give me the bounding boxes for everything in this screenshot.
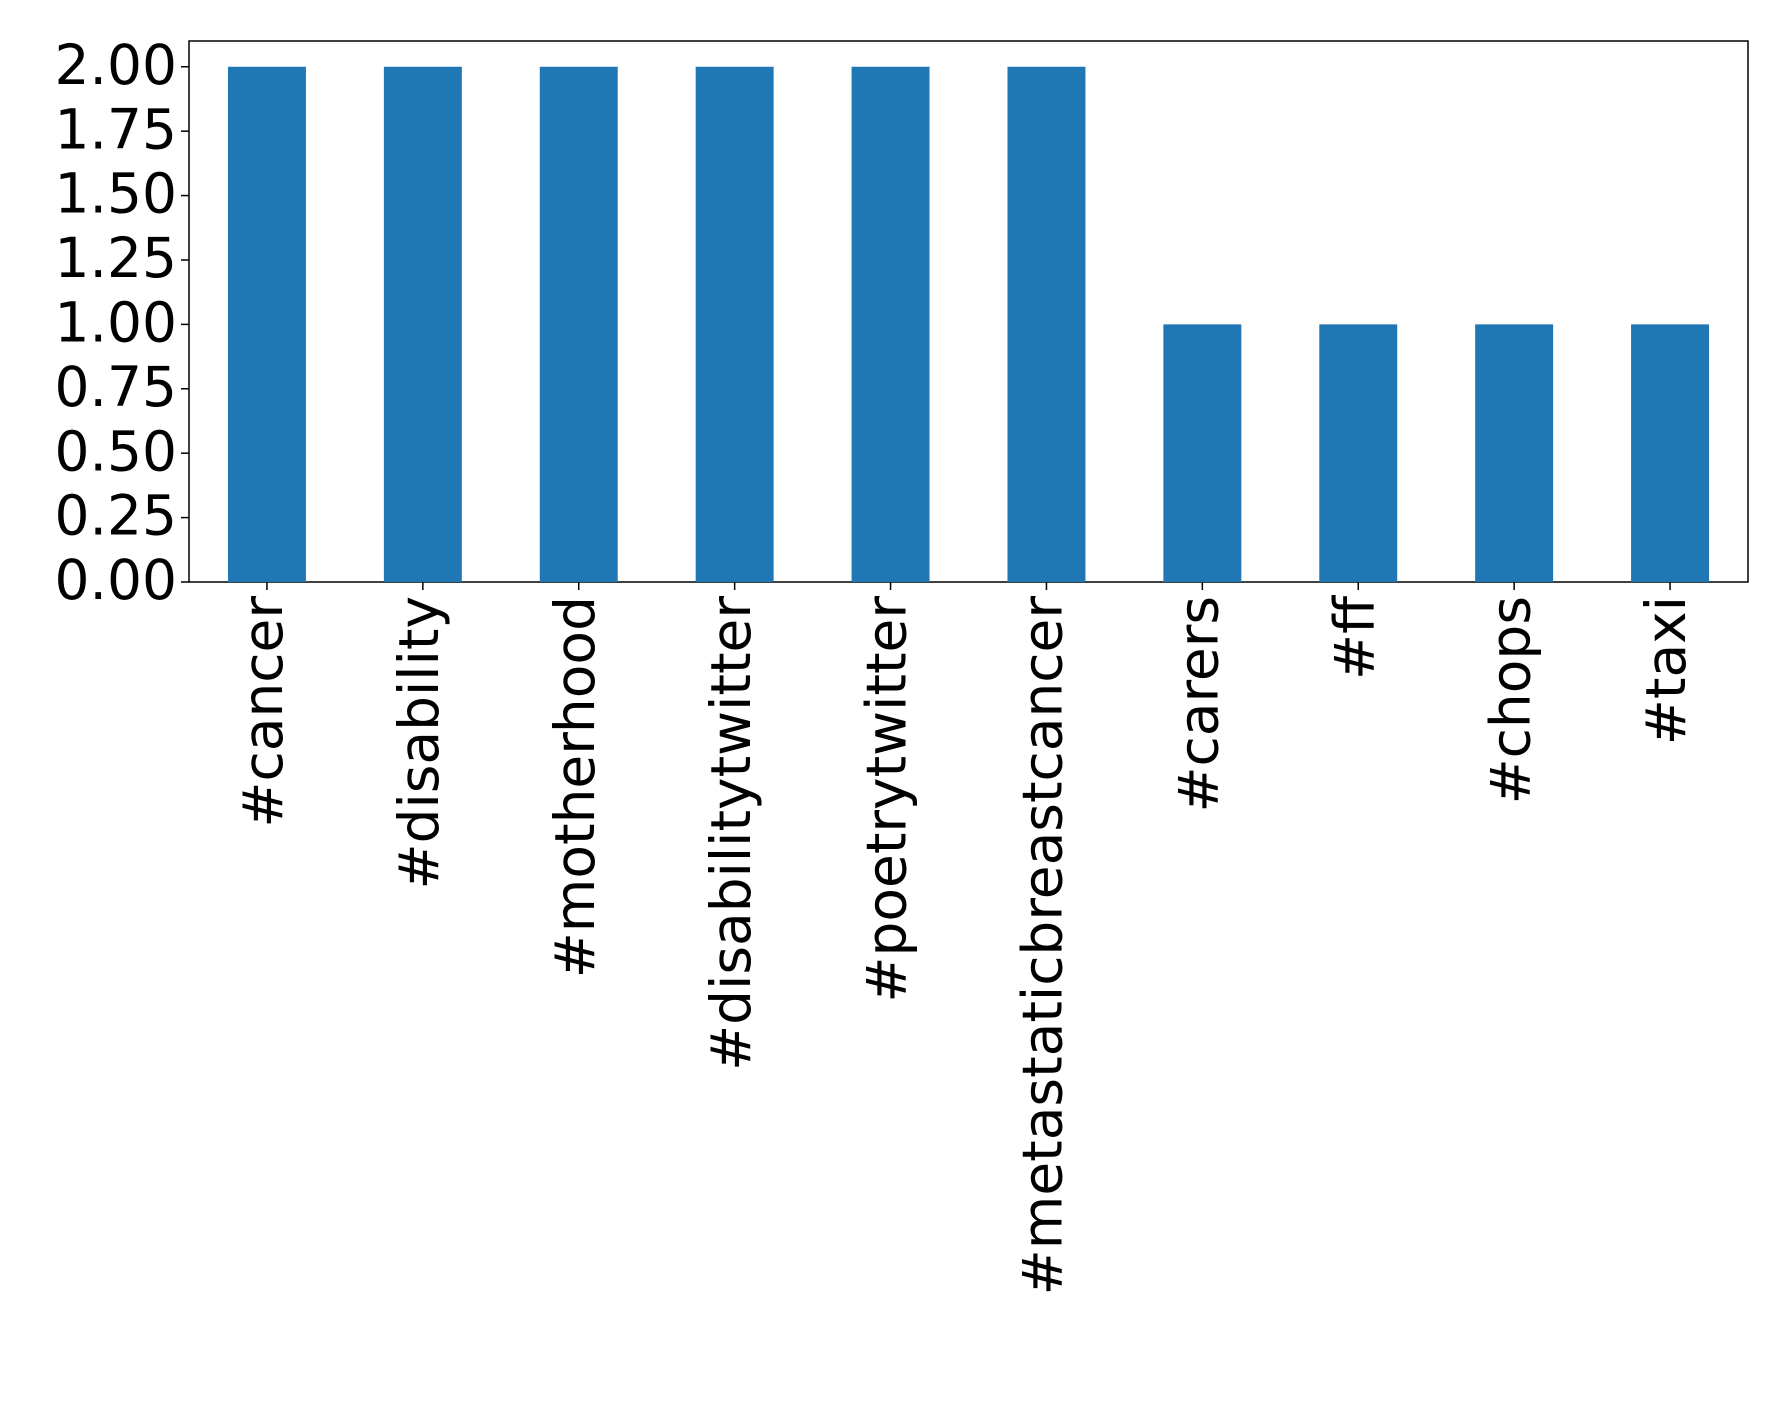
- bar: [851, 66, 930, 582]
- bar: [1319, 324, 1398, 582]
- y-tick-label: 1.25: [55, 226, 177, 290]
- x-tick-label: #disability: [387, 596, 451, 890]
- bar: [695, 66, 774, 582]
- y-tick-label: 0.75: [55, 355, 177, 419]
- y-tick-label: 1.75: [55, 97, 177, 161]
- bar: [1475, 324, 1554, 582]
- y-tick-label: 0.25: [55, 484, 177, 548]
- y-tick-label: 0.50: [55, 419, 177, 483]
- x-tick-label: #motherhood: [543, 596, 607, 978]
- x-tick-label: #metastaticbreastcancer: [1011, 596, 1075, 1296]
- y-tick-label: 0.00: [55, 548, 177, 612]
- x-tick-label: #ff: [1322, 595, 1386, 680]
- x-tick-label: #disabilitytwitter: [699, 596, 763, 1071]
- y-tick-label: 2.00: [55, 33, 177, 97]
- x-tick-label: #poetrytwitter: [855, 596, 919, 1003]
- bar: [1163, 324, 1242, 582]
- x-tick-label: #carers: [1166, 596, 1230, 813]
- x-tick-label: #cancer: [231, 596, 295, 828]
- bar: [1007, 66, 1086, 582]
- bar: [227, 66, 306, 582]
- y-tick-label: 1.50: [55, 162, 177, 226]
- x-tick-label: #taxi: [1634, 596, 1698, 745]
- bar: [1631, 324, 1710, 582]
- bar: [383, 66, 462, 582]
- plot-frame: [188, 40, 1749, 583]
- y-tick-label: 1.00: [55, 291, 177, 355]
- x-tick-label: #chops: [1478, 596, 1542, 804]
- bar: [539, 66, 618, 582]
